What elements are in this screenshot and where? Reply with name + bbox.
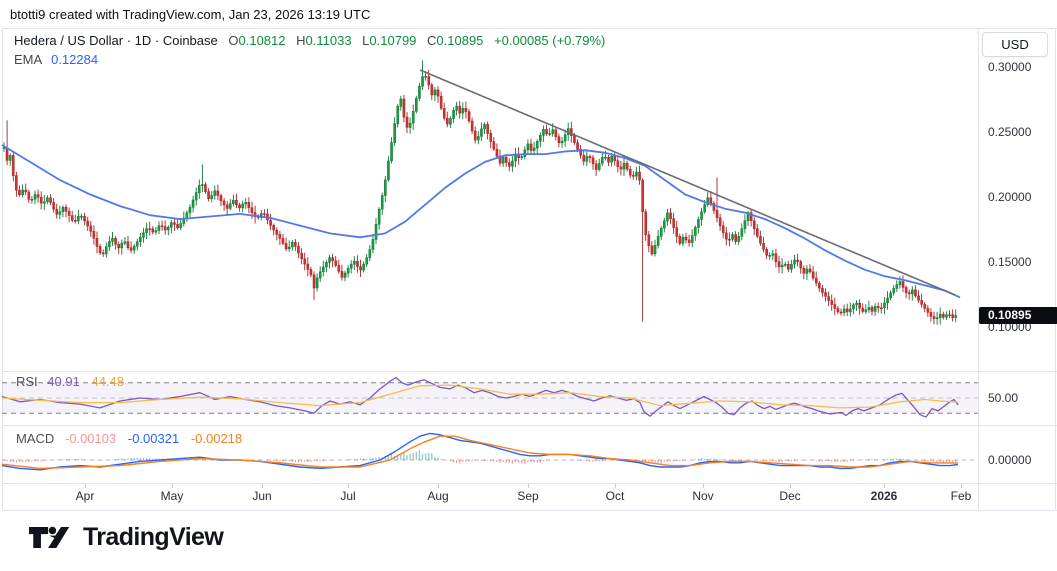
time-axis-separator — [2, 483, 1057, 484]
time-axis-tick — [884, 484, 885, 488]
tradingview-logo-icon — [28, 526, 70, 549]
macd-legend: MACD -0.00103 -0.00321 -0.00218 — [16, 431, 242, 446]
price-axis-label: 0.25000 — [988, 125, 1032, 139]
time-axis-label: 2026 — [870, 489, 898, 503]
price-axis-label: 0.20000 — [988, 190, 1032, 204]
price-axis-separator[interactable] — [978, 28, 979, 510]
bottom-border — [2, 510, 1057, 511]
low-letter: L — [362, 33, 370, 48]
macd-signal-value: -0.00218 — [190, 431, 243, 446]
time-axis-label: Jun — [252, 489, 272, 503]
open-letter: O — [228, 33, 239, 48]
time-axis-tick — [703, 484, 704, 488]
time-axis-tick — [790, 484, 791, 488]
time-axis-label: May — [160, 489, 184, 503]
time-axis-label: Dec — [779, 489, 801, 503]
high-value: 0.11033 — [305, 33, 352, 48]
currency-toggle-button[interactable]: USD — [982, 32, 1048, 57]
pane-divider-rsi[interactable] — [2, 371, 1057, 372]
ema-label: EMA — [14, 52, 42, 67]
rsi-value: 40.91 — [47, 374, 80, 389]
time-axis-label: Jul — [340, 489, 356, 503]
price-axis-label: 0.30000 — [988, 60, 1032, 74]
attribution-text: btotti9 created with TradingView.com, Ja… — [10, 7, 371, 22]
price-axis-label: 0.15000 — [988, 255, 1032, 269]
close-letter: C — [427, 33, 437, 48]
top-border — [2, 28, 1057, 29]
macd-level-label: 0.00000 — [988, 453, 1032, 467]
tradingview-wordmark: TradingView — [83, 523, 224, 551]
ema-value: 0.12284 — [51, 52, 99, 67]
macd-line-value: -0.00321 — [127, 431, 180, 446]
time-axis-tick — [348, 484, 349, 488]
time-axis-label: Apr — [75, 489, 95, 503]
last-price-badge: 0.10895 — [979, 307, 1057, 324]
time-axis-label: Nov — [692, 489, 714, 503]
right-border — [1055, 28, 1056, 510]
time-axis-tick — [961, 484, 962, 488]
time-axis-label: Oct — [605, 489, 625, 503]
time-axis-tick — [438, 484, 439, 488]
time-axis-tick — [615, 484, 616, 488]
rsi-label: RSI — [16, 374, 38, 389]
rsi-legend: RSI 40.91 44.48 — [16, 374, 124, 389]
time-axis-tick — [85, 484, 86, 488]
time-axis-tick — [172, 484, 173, 488]
time-axis-tick — [528, 484, 529, 488]
time-axis-tick — [262, 484, 263, 488]
change-value: +0.00085 (+0.79%) — [494, 33, 606, 48]
ema-legend: EMA 0.12284 — [14, 52, 98, 67]
left-border — [2, 28, 3, 510]
tradingview-logo[interactable]: TradingView — [28, 523, 224, 552]
pane-divider-macd[interactable] — [2, 425, 1057, 426]
high-letter: H — [296, 33, 306, 48]
rsi-ma-value: 44.48 — [91, 374, 125, 389]
time-axis-label: Feb — [950, 489, 972, 503]
time-axis-label: Aug — [427, 489, 449, 503]
symbol-legend: Hedera / US Dollar · 1D · Coinbase O0.10… — [14, 33, 605, 48]
time-axis-label: Sep — [517, 489, 539, 503]
close-value: 0.10895 — [436, 33, 484, 48]
symbol-title: Hedera / US Dollar · 1D · Coinbase — [14, 33, 218, 48]
open-value: 0.10812 — [238, 33, 286, 48]
macd-label: MACD — [16, 431, 55, 446]
rsi-level-label: 50.00 — [988, 391, 1019, 405]
macd-hist-value: -0.00103 — [64, 431, 117, 446]
low-value: 0.10799 — [369, 33, 417, 48]
